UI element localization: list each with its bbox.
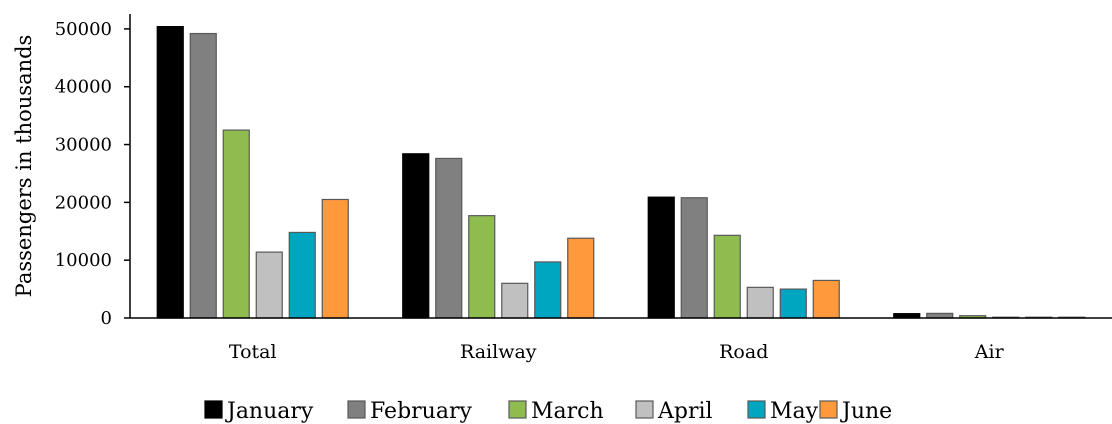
bar-railway-february — [435, 157, 463, 319]
legend-swatch-may — [747, 400, 766, 419]
y-tick-label: 10000 — [55, 250, 112, 271]
axes — [124, 14, 1112, 319]
bar-railway-march — [468, 215, 496, 319]
bar-road-april — [746, 286, 774, 319]
bar-road-january — [647, 196, 675, 319]
legend-label-june: June — [840, 399, 892, 424]
y-tick-label: 0 — [101, 308, 112, 329]
legend-swatch-april — [635, 400, 654, 419]
category-label-total: Total — [229, 341, 277, 363]
legend-swatch-june — [819, 400, 838, 419]
legend: January February March April May June — [204, 399, 892, 424]
bar-total-march — [222, 129, 250, 319]
category-label-air: Air — [974, 341, 1005, 363]
bar-total-january — [156, 25, 184, 319]
legend-swatch-february — [347, 400, 366, 419]
bar-railway-january — [402, 153, 430, 319]
legend-label-february: February — [370, 399, 472, 424]
legend-label-march: March — [531, 399, 604, 424]
bar-road-february — [680, 197, 708, 319]
bars — [156, 25, 1086, 319]
bar-railway-april — [501, 282, 529, 319]
bar-road-june — [812, 279, 840, 319]
bar-total-june — [321, 198, 349, 319]
legend-label-april: April — [657, 399, 713, 424]
y-tick-label: 20000 — [55, 192, 112, 213]
bar-total-february — [189, 32, 217, 319]
bar-railway-may — [534, 261, 562, 319]
legend-swatch-march — [508, 400, 527, 419]
bar-total-april — [255, 251, 283, 319]
legend-label-january: January — [225, 399, 314, 424]
y-tick-label: 40000 — [55, 77, 112, 98]
bar-road-march — [713, 234, 741, 319]
y-axis-label: Passengers in thousands — [12, 35, 36, 298]
y-tick-label: 30000 — [55, 135, 112, 156]
category-labels: Total Railway Road Air — [229, 341, 1005, 363]
legend-label-may: May — [770, 399, 819, 424]
bar-road-may — [779, 288, 807, 319]
legend-swatch-january — [204, 400, 223, 419]
bar-railway-june — [567, 237, 595, 319]
category-label-railway: Railway — [460, 341, 537, 363]
category-label-road: Road — [719, 341, 768, 363]
y-tick-label: 50000 — [55, 19, 112, 40]
y-tick-labels: 0 10000 20000 30000 40000 50000 — [55, 19, 112, 329]
bar-total-may — [288, 231, 316, 319]
